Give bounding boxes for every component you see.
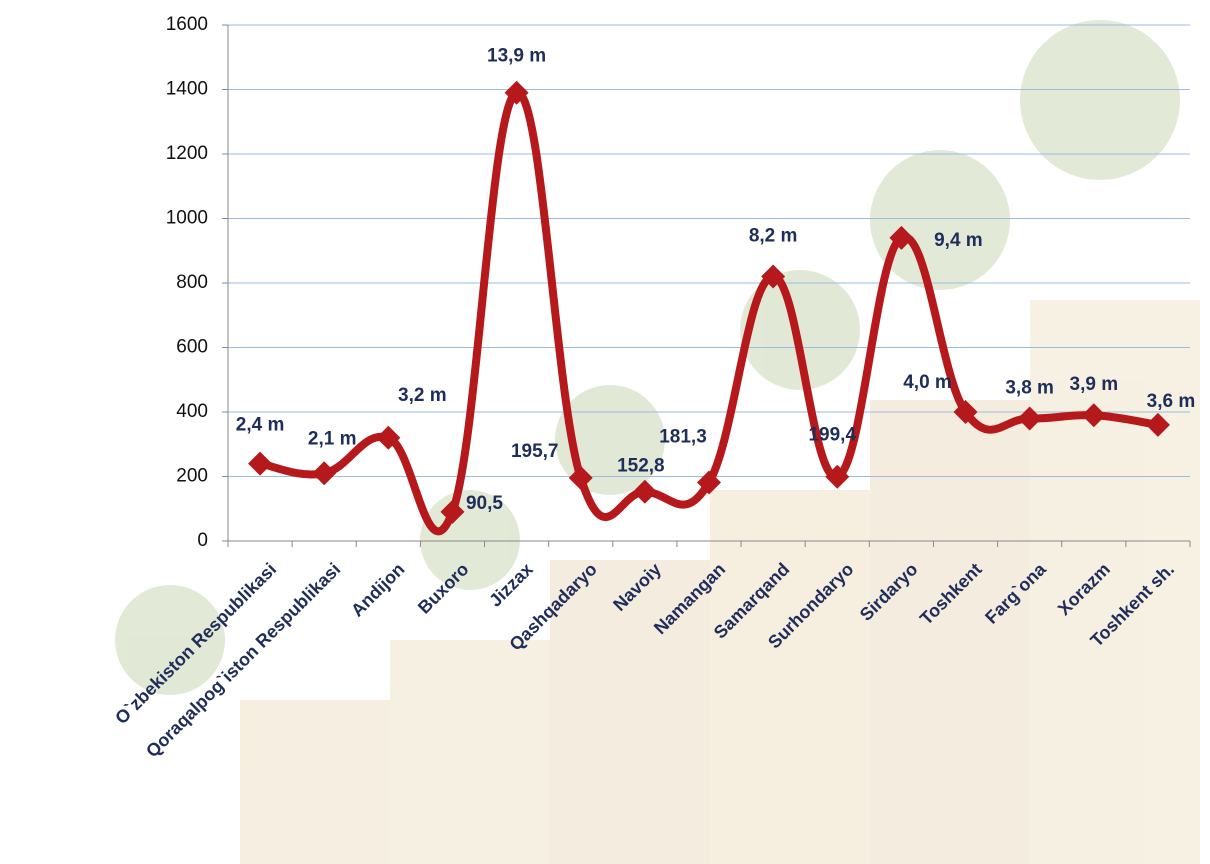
data-label: 195,7 [511,441,559,462]
y-tick-label: 1000 [166,208,208,229]
y-tick-label: 200 [176,466,208,487]
data-label: 8,2 m [749,226,798,247]
data-point [761,264,786,289]
data-label: 152,8 [617,456,665,477]
data-point [632,479,657,504]
y-tick-label: 600 [176,337,208,358]
data-label: 3,6 m [1147,391,1196,412]
y-tick-label: 400 [176,401,208,422]
data-label: 199,4 [808,425,856,446]
data-point [504,80,529,105]
data-point [1017,406,1042,431]
data-label: 3,8 m [1005,377,1054,398]
data-label: 4,0 m [903,372,952,393]
data-point [1145,412,1170,437]
data-point [440,499,465,524]
y-tick-label: 1200 [166,143,208,164]
background-decoration [115,20,1200,864]
y-tick-label: 800 [176,272,208,293]
data-label: 9,4 m [934,230,983,251]
y-tick-label: 1400 [166,79,208,100]
data-point [697,470,721,495]
data-point [568,465,593,490]
data-point [376,425,401,450]
data-point [889,225,914,250]
data-label: 3,2 m [398,385,447,406]
data-point [248,451,273,476]
data-label: 181,3 [659,427,707,448]
data-label: 13,9 m [487,46,546,67]
data-label: 90,5 [466,493,503,514]
data-point [825,464,850,489]
data-label: 2,4 m [236,415,285,436]
x-tick-label: Andijon [347,559,409,621]
data-line [259,88,1159,536]
data-label: 3,9 m [1070,374,1119,395]
data-label: 2,1 m [308,428,357,449]
y-tick-label: 1600 [166,14,208,35]
data-point [1081,403,1106,428]
data-point [953,400,978,424]
data-point [312,461,337,486]
y-tick-label: 0 [197,530,208,551]
